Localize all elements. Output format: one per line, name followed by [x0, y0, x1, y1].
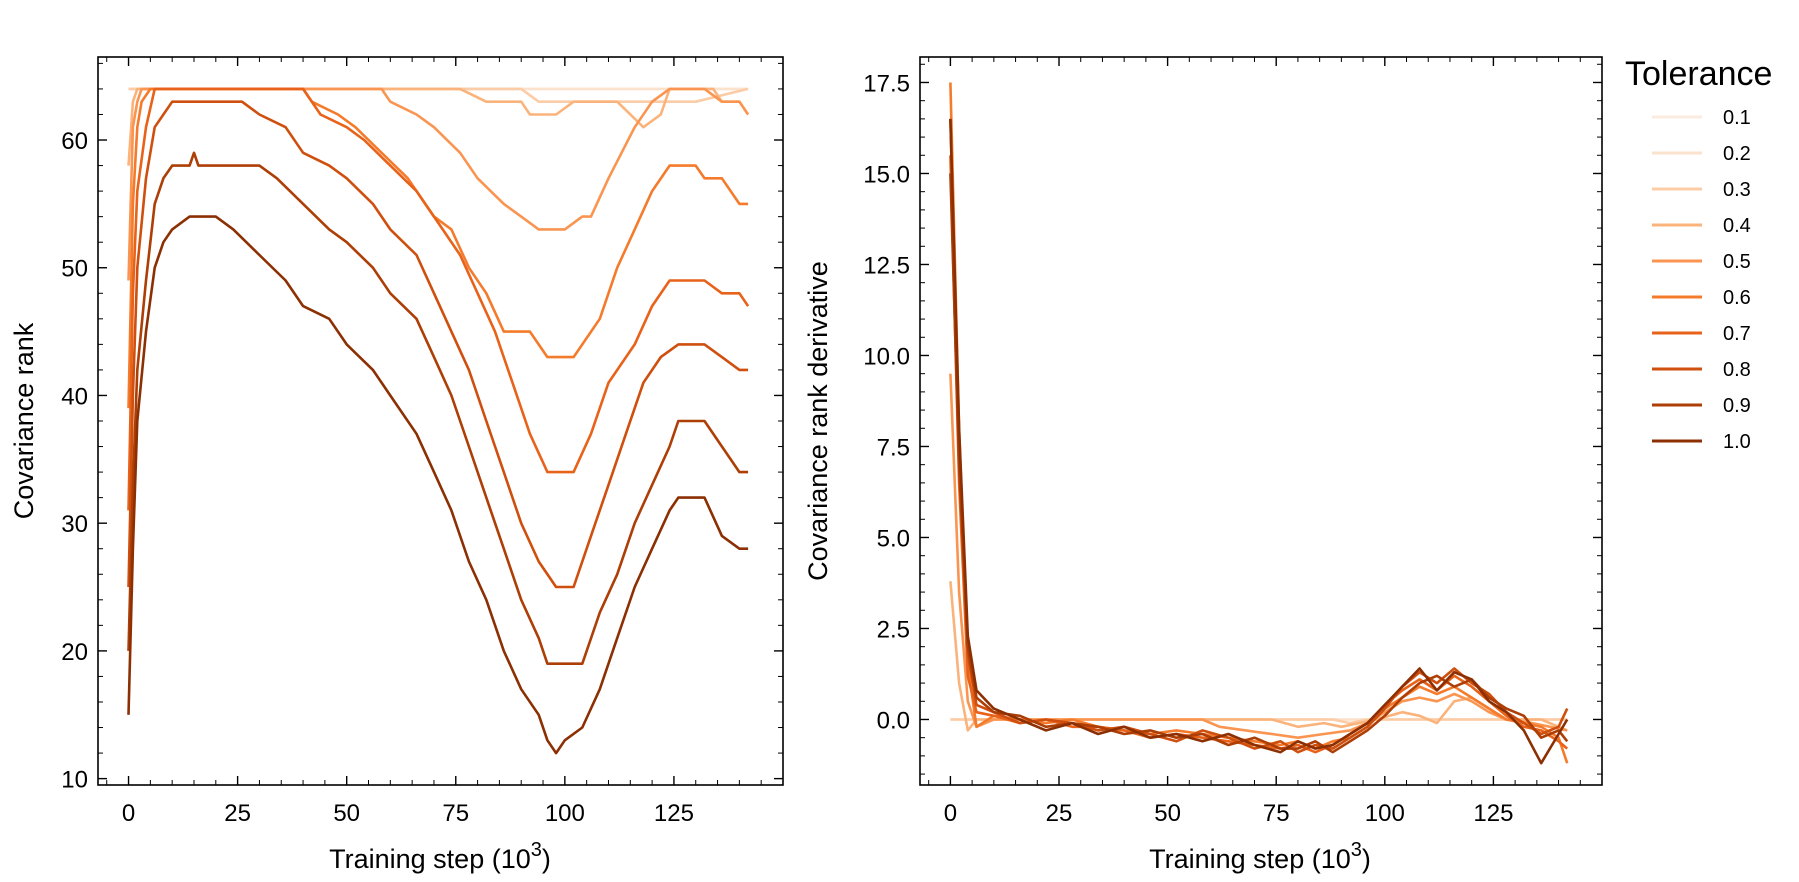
- left-y-tick-label: 40: [61, 383, 88, 410]
- left-series-line-0-9: [127, 151, 749, 665]
- left-y-tick-label: 10: [61, 767, 88, 794]
- left-x-axis-label-close: ): [542, 844, 551, 874]
- left-y-tick-label: 20: [61, 639, 88, 666]
- right-x-axis-label: Training step (103): [1149, 839, 1371, 874]
- right-y-tick-label: 12.5: [863, 252, 910, 279]
- legend-title: Tolerance: [1625, 55, 1772, 93]
- right-plot-frame: [919, 56, 1603, 786]
- left-chart-ticks: 0 25 50 75 100 125 10 20 30 40 50 60: [61, 57, 784, 827]
- right-y-tick-label: 10.0: [863, 343, 910, 370]
- left-series-line-1-0: [127, 215, 749, 755]
- right-y-tick-label: 0.0: [877, 707, 910, 734]
- left-series-line-0-6: [127, 87, 749, 409]
- left-x-tick-label: 125: [654, 800, 694, 827]
- right-series-line-1-0: [949, 118, 1569, 765]
- legend-items: 0.1 0.2 0.3 0.4 0.5 0.6 0.7 0.8 0.9 1.0: [1652, 107, 1751, 453]
- left-series-line-0-5: [127, 87, 750, 281]
- left-y-tick-label: 50: [61, 256, 88, 283]
- left-x-tick-label: 25: [224, 800, 251, 827]
- left-x-tick-label: 75: [442, 800, 469, 827]
- right-series-line-0-7: [949, 155, 1569, 754]
- legend-label: 0.6: [1723, 287, 1751, 309]
- legend-label: 0.3: [1723, 179, 1751, 201]
- legend-label: 1.0: [1723, 431, 1751, 453]
- right-x-tick-label: 75: [1263, 800, 1290, 827]
- left-series-line-0-7: [127, 87, 750, 511]
- left-x-tick-label: 50: [333, 800, 360, 827]
- left-x-axis-label: Training step (103): [329, 839, 551, 874]
- right-x-axis-label-sup: 3: [1351, 839, 1362, 861]
- legend-label: 0.2: [1723, 143, 1751, 165]
- left-x-tick-label: 0: [122, 800, 135, 827]
- left-chart-lines: [127, 87, 750, 755]
- left-x-axis-label-sup: 3: [531, 839, 542, 861]
- legend-label: 0.7: [1723, 323, 1751, 345]
- right-y-tick-label: 7.5: [877, 434, 910, 461]
- right-series-line-0-5: [949, 373, 1568, 739]
- legend: Tolerance 0.1 0.2 0.3 0.4 0.5 0.6 0.7 0.8 0.9 1.0: [1625, 55, 1772, 453]
- right-x-tick-label: 0: [944, 800, 957, 827]
- right-chart-ticks: 0 25 50 75 100 125 0.0 2.5 5.0 7.5 10.0 12.5 15.0 17.…: [863, 57, 1603, 827]
- right-y-tick-label: 17.5: [863, 70, 910, 97]
- legend-label: 0.9: [1723, 395, 1751, 417]
- right-y-axis-label: Covariance rank derivative: [803, 261, 833, 581]
- right-series-line-0-9: [949, 173, 1569, 754]
- right-x-axis-label-main: Training step (10: [1149, 844, 1351, 874]
- legend-label: 0.1: [1723, 107, 1751, 129]
- right-x-tick-label: 100: [1365, 800, 1405, 827]
- left-y-tick-label: 30: [61, 511, 88, 538]
- left-chart: 0 25 50 75 100 125 10 20 30 40 50 60 Covariance ran…: [9, 56, 784, 874]
- left-y-axis-label: Covariance rank: [9, 322, 39, 519]
- legend-label: 0.4: [1723, 215, 1751, 237]
- right-chart: 0 25 50 75 100 125 0.0 2.5 5.0 7.5 10.0 12.5 15.0 17.…: [803, 56, 1603, 874]
- left-x-tick-label: 100: [545, 800, 585, 827]
- right-y-tick-label: 15.0: [863, 161, 910, 188]
- right-y-tick-label: 2.5: [877, 616, 910, 643]
- right-chart-lines: [949, 82, 1569, 765]
- legend-label: 0.8: [1723, 359, 1751, 381]
- right-series-line-0-8: [949, 118, 1569, 754]
- right-series-line-0-6: [949, 82, 1569, 764]
- left-x-axis-label-main: Training step (10: [329, 844, 531, 874]
- right-x-axis-label-close: ): [1362, 844, 1371, 874]
- legend-label: 0.5: [1723, 251, 1751, 273]
- right-x-tick-label: 125: [1473, 800, 1513, 827]
- left-y-tick-label: 60: [61, 128, 88, 155]
- left-series-line-0-8: [127, 100, 749, 589]
- right-x-tick-label: 50: [1154, 800, 1181, 827]
- right-x-tick-label: 25: [1046, 800, 1073, 827]
- right-y-tick-label: 5.0: [877, 525, 910, 552]
- right-series-line-0-4: [949, 581, 1568, 732]
